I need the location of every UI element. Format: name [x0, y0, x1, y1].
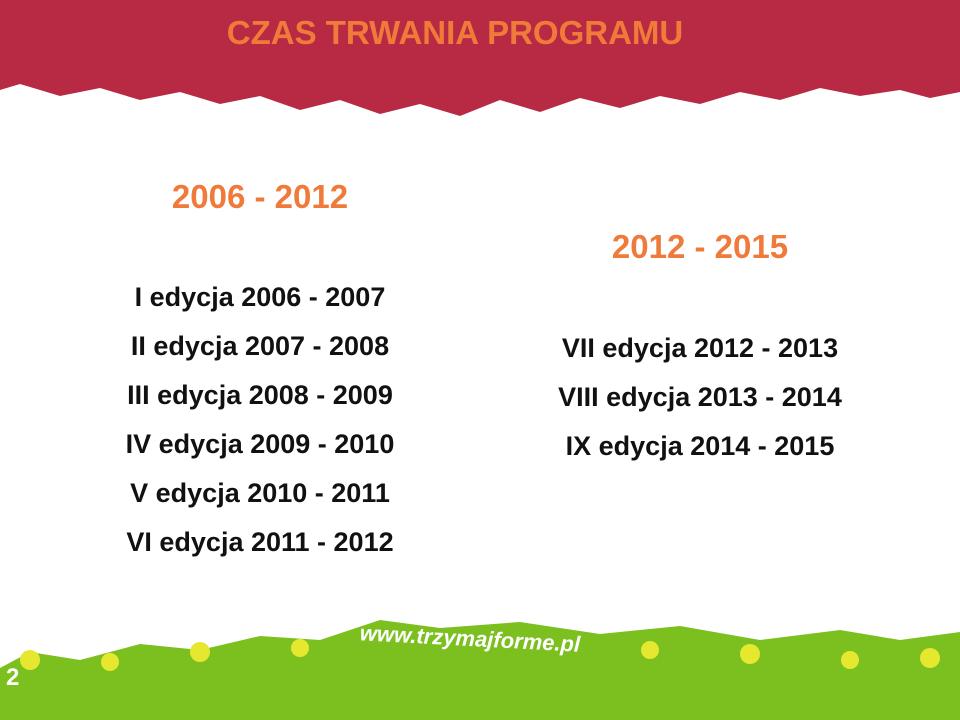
footer-band [0, 620, 960, 720]
page-number: 2 [6, 664, 20, 691]
edition: VII edycja 2012 - 2013 [561, 333, 839, 363]
edition: IX edycja 2014 - 2015 [565, 431, 835, 461]
edition: IV edycja 2009 - 2010 [125, 429, 395, 459]
dots [20, 639, 940, 671]
edition: VI edycja 2011 - 2012 [126, 527, 394, 557]
right-heading: 2012 - 2015 [611, 228, 789, 265]
right-list: VII edycja 2012 - 2013 VIII edycja 2013 -… [500, 324, 900, 471]
edition: VIII edycja 2013 - 2014 [558, 382, 842, 412]
header-band [0, 0, 960, 116]
edition: I edycja 2006 - 2007 [134, 282, 386, 312]
edition: V edycja 2010 - 2011 [130, 478, 390, 508]
edition: III edycja 2008 - 2009 [127, 380, 393, 410]
edition: II edycja 2007 - 2008 [130, 331, 390, 361]
title: CZAS TRWANIA PROGRAMU [226, 14, 684, 51]
left-heading: 2006 - 2012 [171, 178, 349, 215]
left-list: I edycja 2006 - 2007 II edycja 2007 - 200… [60, 273, 460, 567]
